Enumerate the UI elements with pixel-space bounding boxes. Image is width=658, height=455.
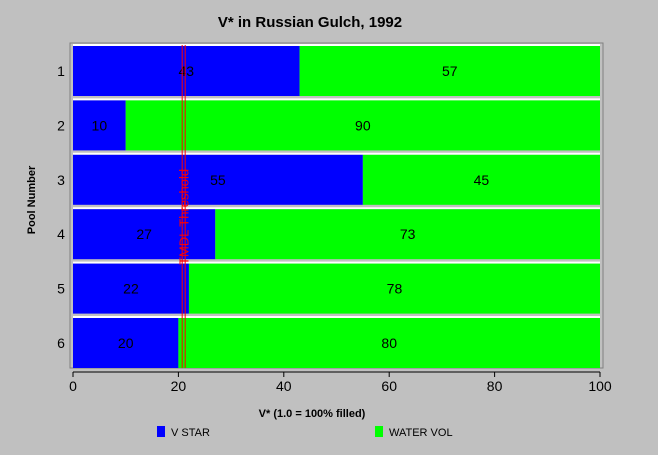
chart-title: V* in Russian Gulch, 1992 xyxy=(218,14,402,31)
data-label: 57 xyxy=(442,63,458,79)
bar-v-star xyxy=(73,46,300,96)
y-tick-label: 2 xyxy=(57,117,65,133)
legend: V STAR WATER VOL xyxy=(157,426,453,439)
bars-group: 43 57 10 90 55 45 27 73 22 78 20 80 xyxy=(73,44,601,368)
x-axis-label: V* (1.0 = 100% filled) xyxy=(259,408,366,420)
bar-v-star xyxy=(73,209,216,260)
data-label: 45 xyxy=(474,172,490,188)
bar-water-vol xyxy=(362,154,600,205)
bar-water-vol xyxy=(188,263,600,314)
x-tick-label: 80 xyxy=(487,378,503,394)
data-label: 90 xyxy=(355,117,371,133)
legend-swatch xyxy=(157,426,165,437)
x-tick-label: 0 xyxy=(69,378,77,394)
legend-swatch xyxy=(375,426,383,437)
plot-area xyxy=(69,42,604,369)
x-axis: 0 20 40 60 80 100 xyxy=(69,371,612,394)
data-label: 20 xyxy=(118,335,134,351)
legend-label: V STAR xyxy=(171,427,210,439)
y-tick-label: 1 xyxy=(57,63,65,79)
data-label: 22 xyxy=(123,281,139,297)
bar-water-vol xyxy=(215,209,601,260)
y-axis-label: Pool Number xyxy=(26,165,38,234)
x-tick-label: 100 xyxy=(588,378,612,394)
x-tick-label: 20 xyxy=(171,378,187,394)
threshold-group: TMDL Threshold xyxy=(177,45,192,368)
y-tick-label: 3 xyxy=(57,172,65,188)
data-label: 80 xyxy=(381,335,397,351)
threshold-label: TMDL Threshold xyxy=(177,169,192,265)
data-label: 43 xyxy=(179,63,195,79)
bar-v-star xyxy=(73,154,363,205)
bar-v-star xyxy=(73,263,189,314)
bar-v-star xyxy=(73,100,126,151)
legend-label: WATER VOL xyxy=(389,427,453,439)
x-tick-label: 40 xyxy=(276,378,292,394)
bar-water-vol xyxy=(299,46,600,96)
bar-v-star xyxy=(73,318,179,368)
x-tick-label: 60 xyxy=(381,378,397,394)
data-label: 55 xyxy=(210,172,226,188)
bar-water-vol xyxy=(178,318,600,368)
y-axis: 1 2 3 4 5 6 xyxy=(57,63,65,351)
data-label: 10 xyxy=(92,117,108,133)
data-label: 73 xyxy=(400,226,416,242)
data-label: 27 xyxy=(136,226,152,242)
data-label: 78 xyxy=(387,281,403,297)
bar-water-vol xyxy=(125,100,600,151)
y-tick-label: 6 xyxy=(57,335,65,351)
y-tick-label: 4 xyxy=(57,226,65,242)
y-tick-label: 5 xyxy=(57,281,65,297)
